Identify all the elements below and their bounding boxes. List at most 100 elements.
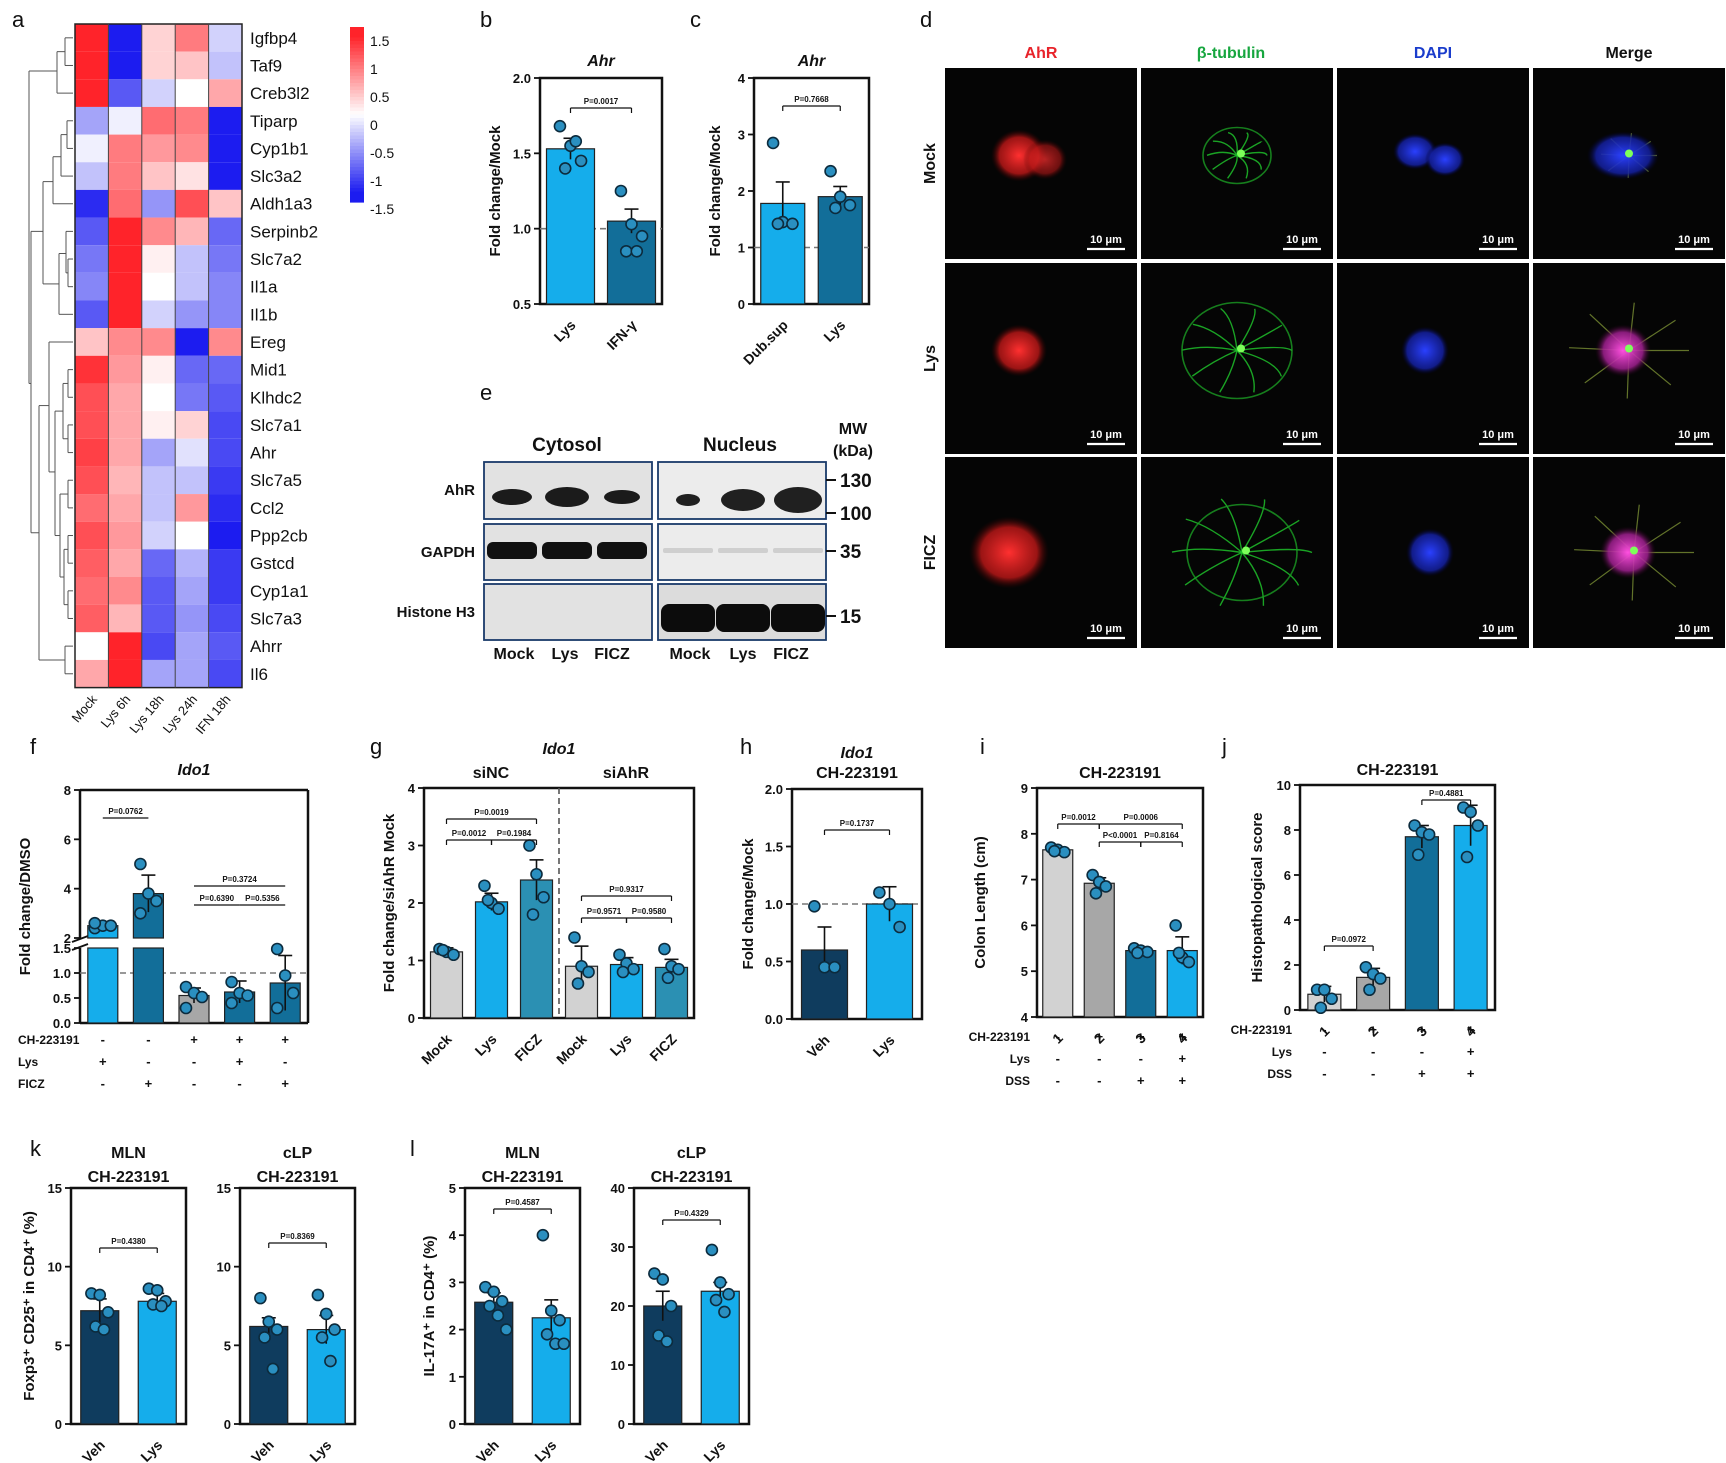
chart-subtitle: CH-223191	[257, 1169, 339, 1186]
blot-band	[773, 548, 823, 553]
scale-segment	[350, 163, 364, 168]
data-point	[270, 1001, 284, 1015]
y-axis-label: Fold change/siAhR Mock	[381, 813, 398, 992]
heatmap-cell	[141, 659, 176, 688]
y-tick-label: 1	[408, 954, 415, 969]
heatmap-cell	[175, 189, 209, 218]
y-tick-label: 1.0	[765, 897, 783, 912]
scale-segment	[350, 27, 364, 32]
heatmap-cell	[141, 217, 176, 246]
data-point	[104, 919, 118, 932]
y-tick-label: 1	[449, 1370, 456, 1385]
heatmap-cell	[208, 162, 242, 190]
scale-tick: 1.5	[370, 33, 390, 49]
x-tick-label: Lys	[607, 1031, 635, 1059]
merge-nucleus	[1595, 324, 1651, 377]
condition-sign: -	[192, 1076, 196, 1091]
data-point	[709, 1293, 723, 1307]
data-point	[491, 1309, 505, 1322]
western-blot: Cytosol Nucleus MW (kDa) AhR GAPDH Histone H3 1…	[397, 421, 873, 663]
y-axis-label: Fold change/Mock	[740, 838, 757, 970]
scale-segment	[350, 188, 364, 193]
data-point	[553, 1313, 566, 1327]
data-point	[88, 916, 102, 930]
scale-segment	[350, 198, 364, 203]
y-tick-label: 40	[611, 1181, 625, 1196]
data-point	[324, 1354, 337, 1368]
gene-label: Serpinb2	[250, 222, 318, 241]
heatmap-cell	[175, 162, 209, 190]
scale-segment	[350, 191, 364, 196]
data-point	[722, 1287, 735, 1301]
data-point	[483, 1299, 496, 1313]
tubulin-fiber	[1241, 499, 1266, 553]
y-tick-label: 1	[738, 241, 745, 256]
condition-sign: -	[1322, 1066, 1326, 1081]
data-point	[225, 975, 238, 989]
chart-title: Ido1	[178, 762, 211, 779]
scale-segment	[350, 51, 364, 56]
heatmap-cell	[141, 134, 176, 163]
bar	[132, 947, 164, 1024]
bar	[519, 879, 554, 1019]
data-point	[93, 1288, 107, 1302]
p-value-label: P=0.1737	[840, 819, 875, 828]
p-value-label: P=0.4587	[505, 1198, 540, 1207]
panel-letter-b: b	[480, 7, 492, 32]
condition-sign: +	[99, 1054, 107, 1069]
heatmap-cell	[175, 217, 209, 246]
data-point	[258, 1331, 271, 1344]
heatmap-cell	[175, 549, 209, 577]
heatmap-cell	[108, 245, 142, 273]
heatmap-cell	[208, 355, 242, 384]
tubulin-outline	[1181, 301, 1293, 400]
data-point	[808, 899, 821, 913]
gene-label: Aldh1a3	[250, 195, 312, 214]
data-point	[569, 134, 583, 148]
heatmap-cell	[175, 24, 209, 52]
bar	[643, 1305, 683, 1425]
heatmap-cell	[141, 521, 176, 550]
merge-centrosome	[1630, 546, 1638, 555]
heatmap-cell	[208, 272, 242, 301]
heatmap-cell	[175, 466, 209, 495]
scale-segment	[350, 195, 364, 200]
blot-band	[604, 490, 640, 504]
heatmap-cell	[175, 245, 209, 273]
x-tick-label: Mock	[418, 1031, 455, 1068]
heatmap-cell	[175, 604, 209, 633]
data-point	[558, 162, 572, 175]
chart-title: cLP	[677, 1145, 707, 1162]
micrograph-panel	[1141, 457, 1333, 648]
tubulin-fiber	[1241, 519, 1300, 554]
scale-segment	[350, 69, 364, 74]
axis-break	[71, 935, 89, 943]
heatmap-cell	[108, 217, 142, 246]
heatmap-cell	[75, 411, 109, 439]
heatmap-cell	[75, 189, 109, 218]
data-point	[568, 931, 581, 944]
scale-segment	[350, 104, 364, 109]
channel-label: DAPI	[1414, 45, 1452, 62]
chart-b-0: 0.5 1.0 1.5 2.0 Lys IFN-γ Ahr Fold change/Mock P…	[487, 53, 664, 353]
group-label: siNC	[473, 765, 510, 782]
data-point	[544, 1304, 558, 1318]
heatmap-cell	[141, 494, 176, 522]
heatmap-cell	[108, 411, 142, 439]
y-tick-label: 2.0	[765, 782, 783, 797]
bar	[429, 951, 464, 1019]
scale-segment	[350, 76, 364, 81]
row-label: Lys	[922, 345, 939, 372]
x-tick-label: Mock	[553, 1031, 590, 1068]
panel-letter-a: a	[12, 7, 25, 32]
p-value-label: P=0.4881	[1429, 789, 1464, 798]
gene-label: Gstcd	[250, 554, 294, 573]
condition-sign: +	[1095, 1029, 1103, 1044]
heatmap-cell	[108, 604, 142, 633]
scale-segment	[350, 121, 364, 126]
heatmap-cell	[75, 577, 109, 605]
y-tick-label: 10	[611, 1358, 625, 1373]
y-tick-label: 4	[1021, 1010, 1029, 1025]
